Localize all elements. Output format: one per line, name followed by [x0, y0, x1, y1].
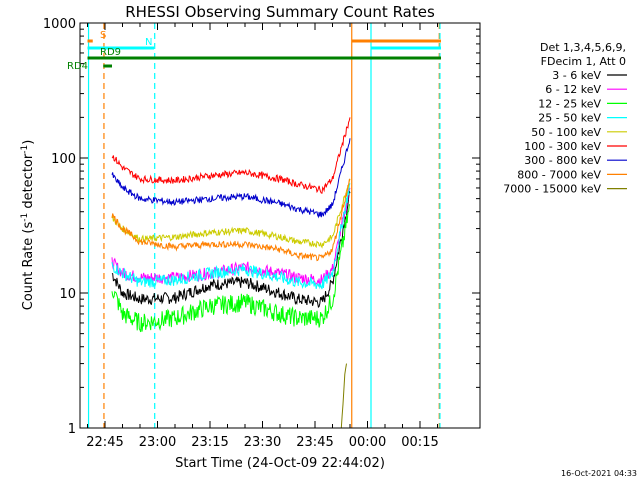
legend-label-25-50-kev: 25 - 50 keV	[538, 112, 601, 125]
legend-label-800-7000-kev: 800 - 7000 keV	[517, 168, 601, 181]
legend-label-7000-15000-kev: 7000 - 15000 keV	[503, 183, 601, 196]
chart-title: RHESSI Observing Summary Count Rates	[125, 3, 435, 21]
legend-header-line-2: FDecim 1, Att 0	[541, 55, 626, 68]
x-tick-label: 00:15	[401, 435, 438, 450]
series-line-300-800-kev	[111, 138, 351, 219]
flag-label-n: N	[145, 37, 152, 48]
y-tick-label: 10	[59, 287, 76, 302]
series-line-25-50-kev	[111, 183, 351, 290]
x-tick-label: 23:45	[296, 435, 333, 450]
plot-area	[87, 23, 441, 428]
series-line-50-100-kev	[111, 178, 351, 249]
series-line-3-6-kev	[111, 190, 351, 309]
legend-label-6-12-kev: 6 - 12 keV	[545, 83, 601, 96]
y-axis-label: Count Rate (s-1 detector-1)	[20, 140, 36, 311]
x-tick-label: 23:15	[191, 435, 228, 450]
x-tick-label: 00:00	[349, 435, 386, 450]
y-tick-label: 1000	[43, 17, 76, 32]
flag-label-rd9: RD9	[100, 47, 121, 58]
y-tick-label: 1	[68, 422, 76, 437]
footer-timestamp: 16-Oct-2021 04:33	[561, 469, 637, 478]
flag-label-rd4: RD4	[67, 61, 88, 72]
legend: Det 1,3,4,5,6,9, FDecim 1, Att 0 3 - 6 k…	[503, 41, 627, 196]
y-axis: 1 10 100 1000	[43, 17, 480, 437]
y-tick-label: 100	[51, 152, 76, 167]
series-line-100-300-kev	[111, 117, 351, 194]
series-line-12-25-kev	[111, 204, 350, 333]
legend-label-300-800-kev: 300 - 800 keV	[524, 154, 601, 167]
x-tick-label: 23:30	[244, 435, 281, 450]
x-tick-label: 22:45	[86, 435, 123, 450]
legend-label-100-300-kev: 100 - 300 keV	[524, 140, 601, 153]
legend-header-line-1: Det 1,3,4,5,6,9,	[540, 41, 626, 54]
legend-label-3-6-kev: 3 - 6 keV	[552, 69, 601, 82]
series-line-7000-15000-kev	[340, 363, 347, 428]
x-axis: 22:45 23:00 23:15 23:30 23:45 00:00 00:15	[86, 23, 439, 450]
legend-label-12-25-kev: 12 - 25 keV	[538, 97, 601, 110]
x-axis-label: Start Time (24-Oct-09 22:44:02)	[175, 456, 385, 471]
flag-label-s: S	[100, 30, 106, 41]
legend-label-50-100-kev: 50 - 100 keV	[531, 126, 601, 139]
series-line-800-7000-kev	[111, 178, 351, 262]
x-tick-label: 23:00	[139, 435, 176, 450]
